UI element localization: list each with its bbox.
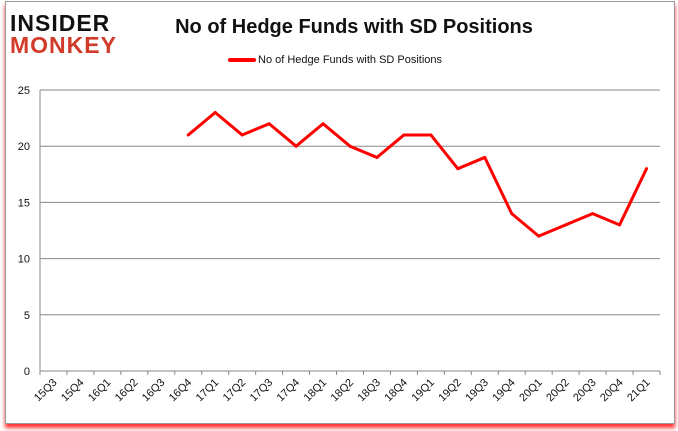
x-tick-label: 15Q3 (32, 377, 60, 405)
data-point (267, 122, 271, 126)
data-point (321, 122, 325, 126)
data-point (591, 212, 595, 216)
x-tick-label: 20Q3 (571, 377, 599, 405)
chart-title: No of Hedge Funds with SD Positions (175, 16, 533, 38)
x-tick-label: 17Q2 (221, 377, 249, 405)
data-point (294, 144, 298, 148)
data-point (483, 155, 487, 159)
data-point (348, 144, 352, 148)
x-tick-label: 18Q1 (302, 377, 330, 405)
data-point (402, 133, 406, 137)
x-tick-label: 20Q4 (598, 377, 626, 405)
x-tick-label: 19Q3 (463, 377, 491, 405)
legend: No of Hedge Funds with SD Positions (228, 54, 442, 66)
x-tick-label: 19Q4 (490, 377, 518, 405)
data-point (537, 234, 541, 238)
x-tick-label: 17Q1 (194, 377, 222, 405)
x-tick-label: 20Q1 (517, 377, 545, 405)
x-tick-label: 16Q1 (86, 377, 114, 405)
data-point (564, 223, 568, 227)
y-tick-label: 25 (18, 85, 30, 97)
y-tick-label: 20 (18, 141, 30, 153)
data-point (240, 133, 244, 137)
data-point (618, 223, 622, 227)
x-tick-label: 18Q4 (383, 377, 411, 405)
x-tick-label: 19Q2 (436, 377, 464, 405)
x-tick-label: 15Q4 (59, 377, 87, 405)
series-line (187, 110, 648, 238)
x-tick-label: 16Q4 (167, 377, 195, 405)
x-tick-label: 17Q3 (248, 377, 276, 405)
x-tick-label: 17Q4 (275, 377, 303, 405)
x-tick-label: 18Q3 (356, 377, 384, 405)
x-tick-label: 16Q2 (113, 377, 141, 405)
x-tick-label: 18Q2 (329, 377, 357, 405)
chart-frame (5, 1, 675, 424)
data-point (510, 212, 514, 216)
data-point (645, 167, 649, 171)
y-tick-label: 0 (24, 366, 30, 378)
insider-monkey-logo: INSIDER MONKEY (10, 10, 117, 58)
data-point (213, 110, 217, 114)
y-tick-label: 15 (18, 197, 30, 209)
x-tick-label: 21Q1 (625, 377, 653, 405)
data-point (186, 133, 190, 137)
legend-label: No of Hedge Funds with SD Positions (258, 54, 443, 66)
y-tick-label: 10 (18, 254, 30, 266)
x-tick-label: 19Q1 (409, 377, 437, 405)
legend-swatch (228, 58, 256, 62)
data-point (375, 155, 379, 159)
x-tick-label: 20Q2 (544, 377, 572, 405)
x-tick-label: 16Q3 (140, 377, 168, 405)
data-point (456, 167, 460, 171)
y-tick-label: 5 (24, 310, 30, 322)
data-point (429, 133, 433, 137)
